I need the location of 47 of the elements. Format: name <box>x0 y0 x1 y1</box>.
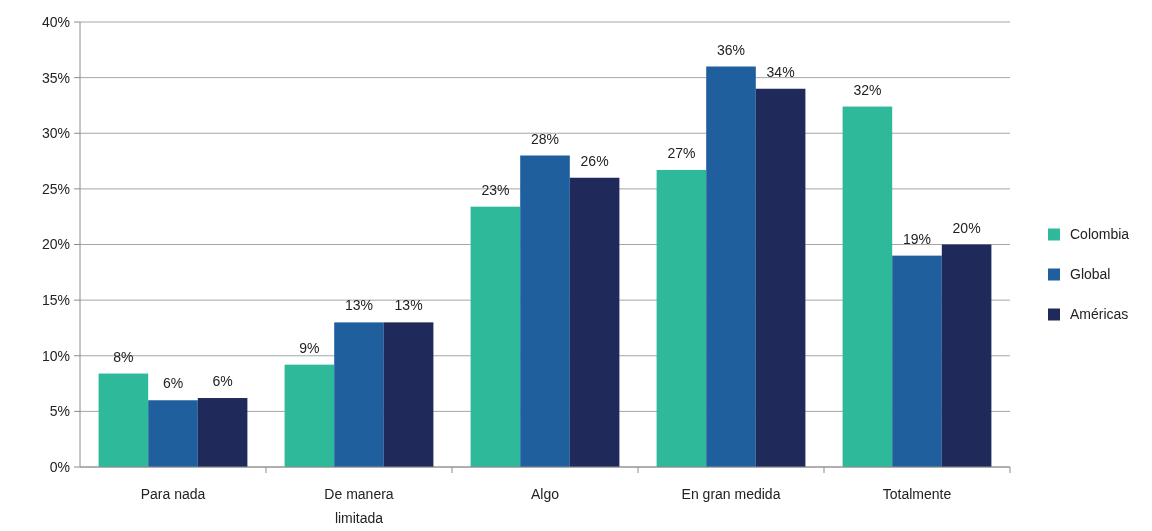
bar <box>470 206 521 467</box>
data-label: 32% <box>853 81 882 98</box>
data-label: 9% <box>299 339 320 356</box>
data-label: 8% <box>113 348 134 365</box>
y-tick-label: 40% <box>41 13 70 30</box>
bar <box>842 106 893 467</box>
data-label: 20% <box>952 219 981 236</box>
data-label: 13% <box>344 297 374 314</box>
bar <box>755 88 806 467</box>
y-tick-label: 30% <box>41 125 70 142</box>
bar <box>569 177 620 467</box>
data-label: 6% <box>162 375 184 392</box>
y-tick-label: 5% <box>49 403 70 420</box>
x-tick-label: Totalmente <box>882 486 952 502</box>
data-label: 28% <box>530 130 560 147</box>
bar <box>383 322 434 467</box>
bar <box>284 364 335 467</box>
data-label: 36% <box>716 41 746 58</box>
bar <box>520 155 570 467</box>
data-label: 13% <box>394 297 423 314</box>
y-tick-label: 20% <box>41 236 70 253</box>
x-tick-label: De manera limitada <box>324 486 394 526</box>
bar <box>656 169 707 467</box>
y-tick-label: 10% <box>41 347 70 364</box>
y-tick-label: 15% <box>41 292 70 309</box>
data-label: 23% <box>481 181 510 198</box>
bar <box>706 66 756 467</box>
bar <box>892 255 942 467</box>
bar <box>98 373 149 467</box>
x-tick-label: Para nada <box>140 486 206 502</box>
y-tick-label: 0% <box>49 458 70 475</box>
legend-label: Colombia <box>1070 226 1130 243</box>
data-label: 26% <box>580 152 609 169</box>
data-label: 6% <box>212 373 233 390</box>
bar <box>148 400 198 467</box>
legend-label: Global <box>1070 266 1111 283</box>
bar <box>197 398 248 467</box>
bar <box>334 322 384 467</box>
x-tick-label: Algo <box>530 486 560 502</box>
y-tick-label: 25% <box>41 180 70 197</box>
y-tick-label: 35% <box>41 69 70 86</box>
data-label: 19% <box>902 230 932 247</box>
x-tick-label: En gran medida <box>681 486 781 502</box>
data-label: 34% <box>766 63 795 80</box>
data-label: 27% <box>667 144 696 161</box>
bar <box>941 244 992 467</box>
legend-label: Américas <box>1070 306 1129 323</box>
